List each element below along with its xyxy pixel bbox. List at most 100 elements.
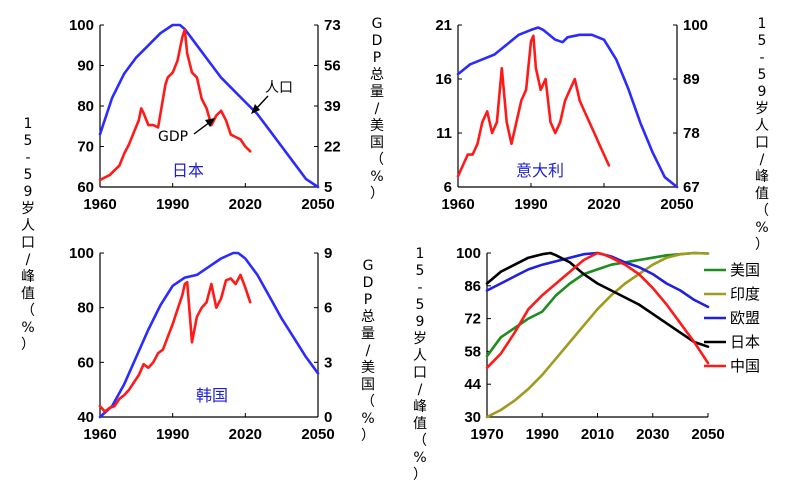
left-tick-label: 58 (464, 343, 481, 360)
right-axis-label-char: （ (755, 203, 769, 219)
right-axis-label-char: （ (361, 394, 375, 410)
left-axis-label-char: 人 (413, 348, 427, 364)
right-tick-label: 0 (324, 409, 332, 426)
series-line-comparison-印度 (485, 251, 710, 419)
x-tick-label: 2050 (301, 196, 334, 213)
right-axis-label-char: 岁 (755, 101, 769, 117)
left-axis-label-char: 值 (413, 416, 427, 432)
left-axis-label-char: 人 (21, 218, 35, 234)
left-tick-label: 86 (464, 278, 481, 295)
left-axis-label-char: / (418, 382, 423, 398)
left-axis-label-char: 岁 (413, 331, 427, 347)
left-axis-label-char: 值 (21, 286, 35, 302)
legend-label: 印度 (730, 285, 760, 303)
annotation-gdp-arrow (193, 121, 211, 135)
series-line-comparison-日本 (485, 251, 710, 348)
right-axis-label-char: 值 (755, 186, 769, 202)
legend-entry: 美国 (704, 261, 760, 279)
legend-entry: 印度 (704, 285, 760, 303)
left-tick-label: 40 (77, 409, 94, 426)
annotation-population-arrowhead (251, 104, 260, 114)
x-tick-label: 1970 (470, 426, 503, 443)
x-tick-label: 2010 (581, 426, 614, 443)
x-tick-label: 1960 (83, 426, 116, 443)
series-line-korea-人口 (98, 251, 320, 419)
x-tick-label: 1960 (441, 196, 474, 213)
left-tick-label: 11 (436, 125, 452, 142)
x-tick-label: 2020 (587, 196, 620, 213)
right-axis-label-char: 美 (370, 118, 384, 134)
right-tick-label: 78 (683, 125, 700, 142)
right-axis-label-char: / (375, 101, 380, 117)
right-axis-label-char: % (755, 220, 768, 236)
right-axis-label-char: 国 (370, 135, 384, 151)
right-tick-label: 22 (324, 139, 341, 156)
left-tick-label: 60 (77, 179, 94, 196)
x-tick-label: 2020 (229, 426, 262, 443)
legend-label: 日本 (730, 333, 760, 351)
right-axis-label-char: % (370, 169, 383, 185)
left-tick-label: 6 (444, 179, 452, 196)
right-axis-label-char: （ (370, 152, 384, 168)
right-axis-label-char: % (361, 411, 374, 427)
left-tick-label: 30 (464, 409, 481, 426)
left-axis-label-char: 1 (416, 246, 425, 262)
right-tick-label: 73 (324, 17, 341, 34)
x-tick-label: 2020 (229, 196, 262, 213)
right-tick-label: 3 (324, 354, 332, 371)
series-line-italy-人口 (456, 26, 679, 189)
right-axis-label-char: 峰 (755, 169, 769, 185)
right-axis-label-char: ） (755, 237, 769, 253)
right-axis-label-char: 5 (758, 33, 767, 49)
left-tick-label: 60 (77, 354, 94, 371)
right-axis-label-char: 美 (361, 360, 375, 376)
left-axis-label-char: 9 (416, 314, 425, 330)
panel-label: 韩国 (196, 386, 228, 405)
left-axis-label-char: 口 (413, 365, 427, 381)
left-tick-label: 100 (69, 245, 94, 262)
legend-label: 欧盟 (730, 309, 760, 327)
right-axis-label-char: - (759, 50, 764, 66)
left-axis-label-char: - (25, 150, 30, 166)
left-tick-label: 90 (77, 58, 94, 75)
left-axis-label-char: ） (413, 467, 427, 483)
right-axis-label-char: 9 (758, 84, 767, 100)
left-tick-label: 80 (77, 300, 94, 317)
right-tick-label: 5 (324, 179, 332, 196)
right-axis-label-char: 5 (758, 67, 767, 83)
left-tick-label: 44 (464, 376, 481, 393)
series-line-korea-GDP (98, 273, 252, 413)
left-axis-label-char: % (21, 320, 34, 336)
left-axis-label-char: 5 (416, 297, 425, 313)
right-axis-label-char: ） (370, 186, 384, 202)
annotation-gdp: GDP (158, 129, 188, 145)
left-axis-label-char: 5 (24, 133, 33, 149)
left-tick-label: 100 (69, 17, 94, 34)
right-axis-label-char: ） (361, 428, 375, 444)
right-axis-label-char: P (364, 292, 372, 308)
x-tick-label: 1990 (514, 196, 547, 213)
left-axis-label-char: ） (21, 337, 35, 353)
left-axis-label-char: % (413, 450, 426, 466)
right-axis-label-char: G (372, 16, 383, 32)
right-tick-label: 39 (324, 98, 341, 115)
right-axis-label-char: G (363, 258, 374, 274)
right-tick-label: 67 (683, 179, 700, 196)
right-axis-label-char: 量 (361, 326, 375, 342)
right-tick-label: 9 (324, 245, 332, 262)
legend-entry: 欧盟 (704, 309, 760, 327)
left-tick-label: 16 (435, 71, 452, 88)
x-tick-label: 1990 (156, 426, 189, 443)
left-axis-label-char: - (417, 280, 422, 296)
legend-label: 美国 (730, 261, 760, 279)
panel-korea: 40 60 80 100 0 3 6 9 1960 1990 2020 2050 GDP总量/美国（%）… (69, 245, 375, 444)
x-tick-label: 1990 (526, 426, 559, 443)
x-tick-label: 2030 (636, 426, 669, 443)
